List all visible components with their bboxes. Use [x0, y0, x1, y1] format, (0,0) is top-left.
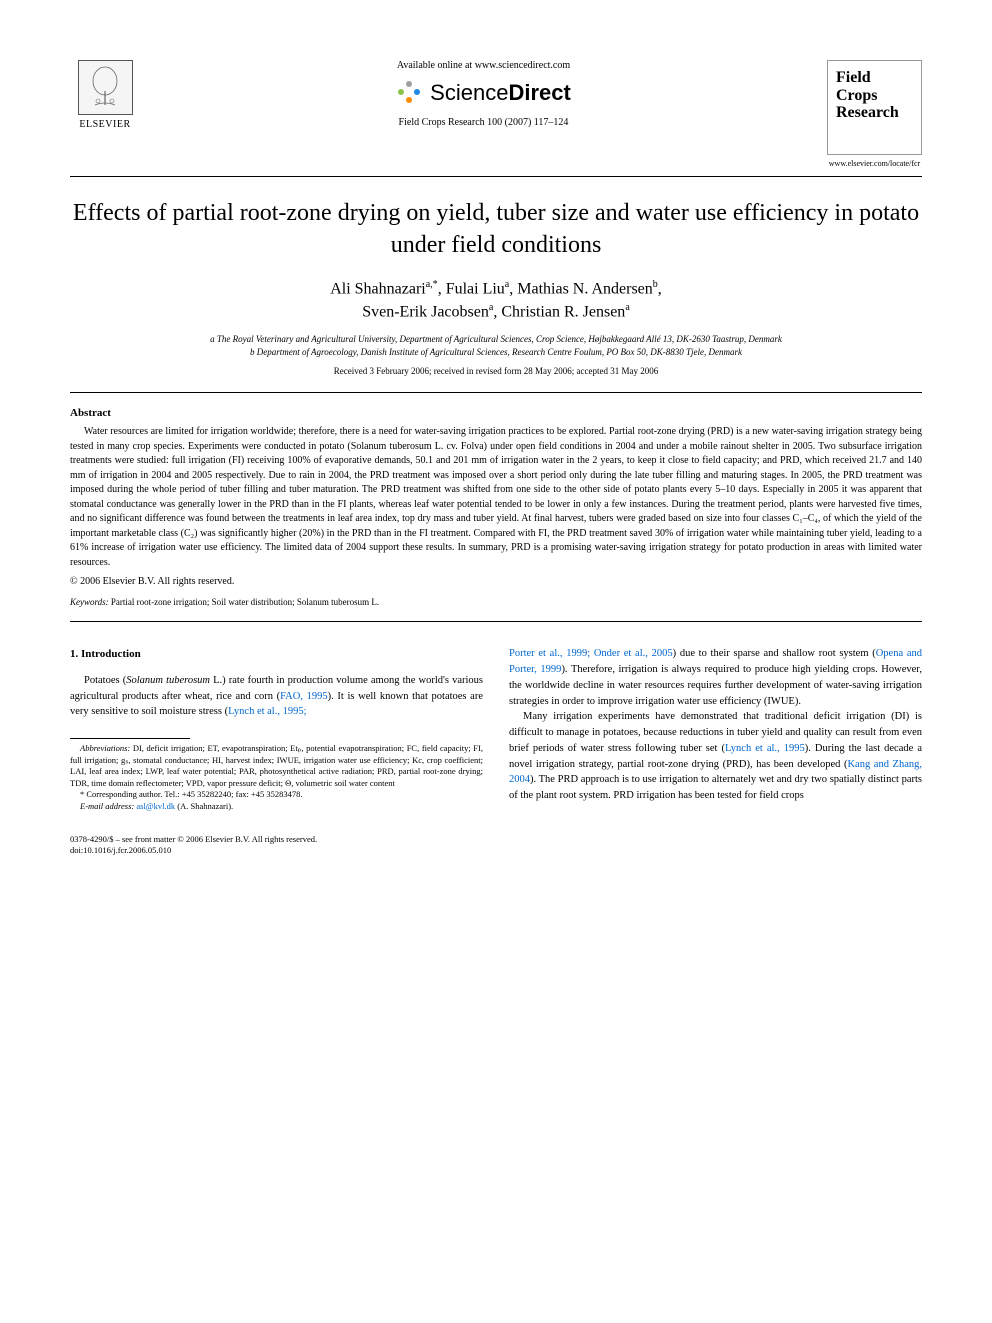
cover-url: www.elsevier.com/locate/fcr	[827, 159, 922, 168]
abstract-copyright: © 2006 Elsevier B.V. All rights reserved…	[70, 576, 922, 587]
article-title: Effects of partial root-zone drying on y…	[70, 197, 922, 262]
ref-lynch-1995b[interactable]: Lynch et al., 1995	[725, 743, 805, 754]
abstract-text: Water resources are limited for irrigati…	[70, 425, 922, 570]
affiliation-b: b Department of Agroecology, Danish Inst…	[70, 346, 922, 359]
footer-issn: 0378-4290/$ – see front matter © 2006 El…	[70, 834, 922, 845]
abbreviations-footnote: Abbreviations: DI, deficit irrigation; E…	[70, 743, 483, 789]
footnote-rule	[70, 738, 190, 739]
footnotes: Abbreviations: DI, deficit irrigation; E…	[70, 743, 483, 812]
intro-paragraph-2: Many irrigation experiments have demonst…	[509, 709, 922, 804]
page-footer: 0378-4290/$ – see front matter © 2006 El…	[70, 834, 922, 856]
intro-paragraph-1: Potatoes (Solanum tuberosum L.) rate fou…	[70, 673, 483, 720]
footer-doi: doi:10.1016/j.fcr.2006.05.010	[70, 845, 922, 856]
right-column: Porter et al., 1999; Onder et al., 2005)…	[509, 646, 922, 812]
abstract-heading: Abstract	[70, 407, 922, 419]
article-dates: Received 3 February 2006; received in re…	[70, 366, 922, 376]
body-columns: 1. Introduction Potatoes (Solanum tubero…	[70, 646, 922, 812]
keywords: Keywords: Partial root-zone irrigation; …	[70, 597, 922, 607]
introduction-heading: 1. Introduction	[70, 646, 483, 663]
sciencedirect-wordmark: ScienceDirect	[430, 80, 571, 106]
cover-box: Field Crops Research	[827, 60, 922, 155]
authors: Ali Shahnazaria,*, Fulai Liua, Mathias N…	[70, 278, 922, 323]
available-online-text: Available online at www.sciencedirect.co…	[160, 60, 807, 71]
affiliations: a The Royal Veterinary and Agricultural …	[70, 333, 922, 358]
page-header: ELSEVIER Available online at www.science…	[70, 60, 922, 168]
abstract-top-rule	[70, 392, 922, 393]
journal-cover: Field Crops Research www.elsevier.com/lo…	[827, 60, 922, 168]
ref-fao-1995[interactable]: FAO, 1995	[280, 691, 328, 702]
header-rule	[70, 176, 922, 177]
center-header: Available online at www.sciencedirect.co…	[140, 60, 827, 128]
ref-porter-onder[interactable]: Porter et al., 1999; Onder et al., 2005	[509, 648, 673, 659]
elsevier-label: ELSEVIER	[79, 119, 130, 130]
keywords-label: Keywords:	[70, 597, 109, 607]
elsevier-tree-icon	[78, 60, 133, 115]
cover-title: Field Crops Research	[836, 69, 913, 122]
abstract-bottom-rule	[70, 621, 922, 622]
sciencedirect-logo: ScienceDirect	[160, 79, 807, 107]
ref-lynch-1995[interactable]: Lynch et al., 1995;	[228, 706, 306, 717]
elsevier-logo: ELSEVIER	[70, 60, 140, 130]
intro-paragraph-1-cont: Porter et al., 1999; Onder et al., 2005)…	[509, 646, 922, 709]
affiliation-a: a The Royal Veterinary and Agricultural …	[70, 333, 922, 346]
left-column: 1. Introduction Potatoes (Solanum tubero…	[70, 646, 483, 812]
email-link[interactable]: asl@kvl.dk	[134, 801, 175, 811]
sciencedirect-dots-icon	[396, 79, 424, 107]
journal-reference: Field Crops Research 100 (2007) 117–124	[160, 117, 807, 128]
keywords-text: Partial root-zone irrigation; Soil water…	[109, 597, 379, 607]
corresponding-author: * Corresponding author. Tel.: +45 352822…	[70, 789, 483, 800]
email-footnote: E-mail address: asl@kvl.dk (A. Shahnazar…	[70, 801, 483, 812]
